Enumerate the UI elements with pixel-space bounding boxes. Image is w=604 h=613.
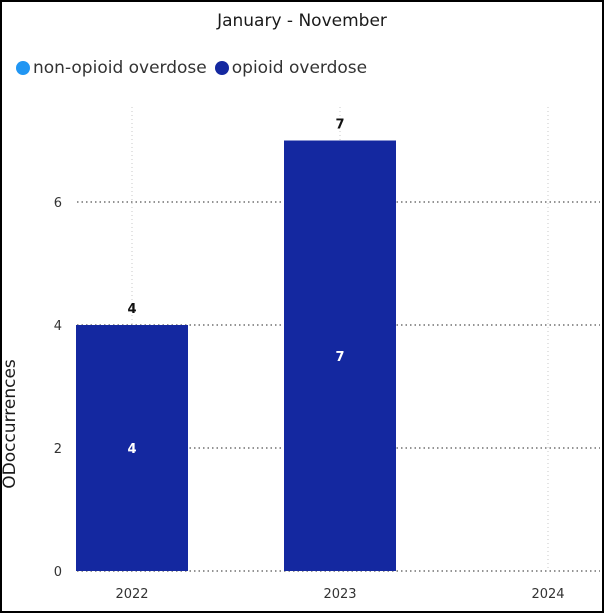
- legend-swatch-opioid: [214, 61, 229, 75]
- bar-opioid-2023: [284, 140, 396, 571]
- chart-title: January - November: [217, 11, 387, 31]
- legend-label-opioid: opioid overdose: [231, 58, 368, 78]
- data-label-inside: 7: [335, 350, 344, 365]
- legend: non-opioid overdose opioid overdose: [16, 58, 375, 78]
- legend-item-non-opioid[interactable]: non-opioid overdose: [16, 58, 207, 78]
- bar-opioid-2022: [76, 325, 188, 571]
- x-tick-label: 2023: [323, 587, 356, 602]
- y-tick-label: 2: [54, 442, 62, 457]
- legend-swatch-non-opioid: [16, 61, 30, 75]
- legend-item-opioid[interactable]: opioid overdose: [214, 58, 368, 78]
- data-label-inside: 4: [127, 442, 136, 457]
- y-tick-label: 4: [54, 319, 62, 334]
- x-tick-label: 2022: [115, 587, 148, 602]
- x-tick-label: 2024: [531, 587, 564, 602]
- legend-label-non-opioid: non-opioid overdose: [33, 58, 207, 78]
- data-label-top: 4: [127, 302, 136, 317]
- y-axis-title: ODoccurrences: [2, 359, 20, 489]
- y-tick-label: 0: [54, 565, 62, 580]
- y-tick-label: 6: [54, 196, 62, 211]
- data-label-top: 7: [335, 118, 344, 133]
